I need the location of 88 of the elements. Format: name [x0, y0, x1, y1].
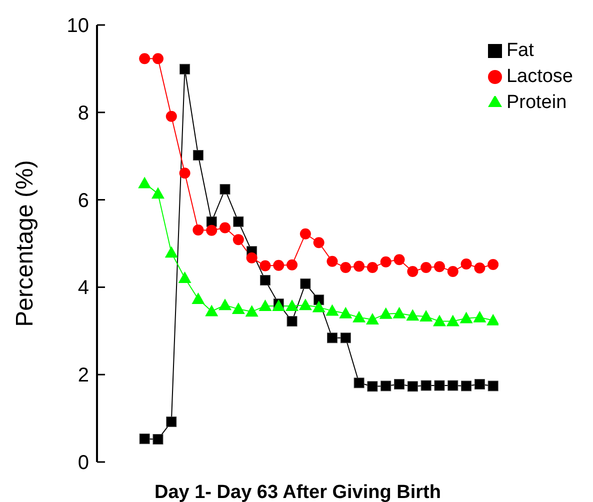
- point: [354, 378, 364, 388]
- point: [379, 307, 392, 319]
- point: [420, 262, 432, 274]
- y-tick-label: 4: [78, 277, 89, 300]
- point: [380, 256, 392, 268]
- point: [432, 314, 446, 326]
- point: [461, 380, 472, 392]
- point: [232, 234, 244, 246]
- point: [286, 259, 298, 270]
- point: [474, 378, 485, 390]
- point: [260, 260, 271, 272]
- y-tick-label: 2: [78, 364, 89, 387]
- point: [488, 258, 498, 270]
- y-tick-label: 6: [78, 190, 89, 212]
- point: [367, 381, 378, 392]
- point: [407, 381, 418, 392]
- point: [407, 266, 418, 277]
- point: [233, 216, 244, 227]
- point: [164, 246, 178, 258]
- point: [166, 110, 177, 122]
- point: [206, 224, 218, 236]
- legend-label: Fat: [506, 40, 534, 61]
- legend-label: Lactose: [506, 66, 573, 87]
- point: [205, 304, 218, 316]
- point: [298, 298, 312, 310]
- point: [406, 309, 420, 321]
- point: [392, 306, 406, 318]
- x-axis-title: Day 1- Day 63 After Giving Birth: [154, 482, 441, 502]
- point: [420, 310, 433, 322]
- point: [486, 314, 498, 326]
- point: [447, 266, 458, 277]
- point: [245, 305, 258, 317]
- point: [326, 304, 339, 316]
- point: [366, 313, 379, 325]
- y-axis-title: Percentage (%): [12, 160, 39, 327]
- point: [352, 310, 366, 322]
- point: [354, 260, 365, 272]
- point: [394, 378, 405, 390]
- point: [178, 272, 192, 284]
- point: [180, 64, 190, 74]
- point: [151, 187, 164, 199]
- point: [446, 314, 460, 326]
- point: [300, 228, 311, 240]
- y-tick-label: 10: [66, 15, 89, 37]
- point: [340, 332, 351, 344]
- point: [218, 298, 232, 310]
- point: [326, 332, 338, 344]
- point: [473, 310, 486, 322]
- y-tick-label: 0: [78, 452, 89, 474]
- point: [300, 278, 311, 289]
- point: [366, 262, 378, 274]
- point: [326, 256, 338, 267]
- point: [340, 262, 352, 274]
- point: [232, 302, 245, 314]
- point: [313, 237, 324, 248]
- point: [152, 434, 164, 445]
- point: [246, 252, 258, 264]
- legend-label: Protein: [506, 92, 567, 113]
- point: [192, 292, 205, 304]
- point: [312, 300, 326, 312]
- point: [220, 184, 230, 195]
- point: [139, 53, 150, 64]
- point: [314, 294, 324, 306]
- point: [192, 150, 204, 160]
- point: [434, 261, 445, 272]
- point: [460, 312, 473, 324]
- point: [192, 224, 204, 236]
- point: [286, 316, 298, 327]
- point: [138, 176, 152, 188]
- y-tick-label: 8: [78, 102, 89, 124]
- point: [220, 222, 231, 234]
- point: [286, 299, 299, 311]
- point: [420, 380, 432, 391]
- point: [394, 254, 405, 266]
- point: [260, 274, 270, 286]
- point: [273, 260, 284, 271]
- point: [380, 380, 392, 392]
- point: [434, 380, 445, 391]
- point: [339, 306, 352, 318]
- point: [258, 299, 272, 311]
- point: [474, 262, 486, 274]
- point: [448, 380, 458, 391]
- point: [179, 168, 190, 179]
- point: [139, 434, 150, 444]
- point: [460, 258, 472, 270]
- point: [166, 416, 177, 428]
- point: [152, 53, 164, 64]
- point: [488, 380, 498, 392]
